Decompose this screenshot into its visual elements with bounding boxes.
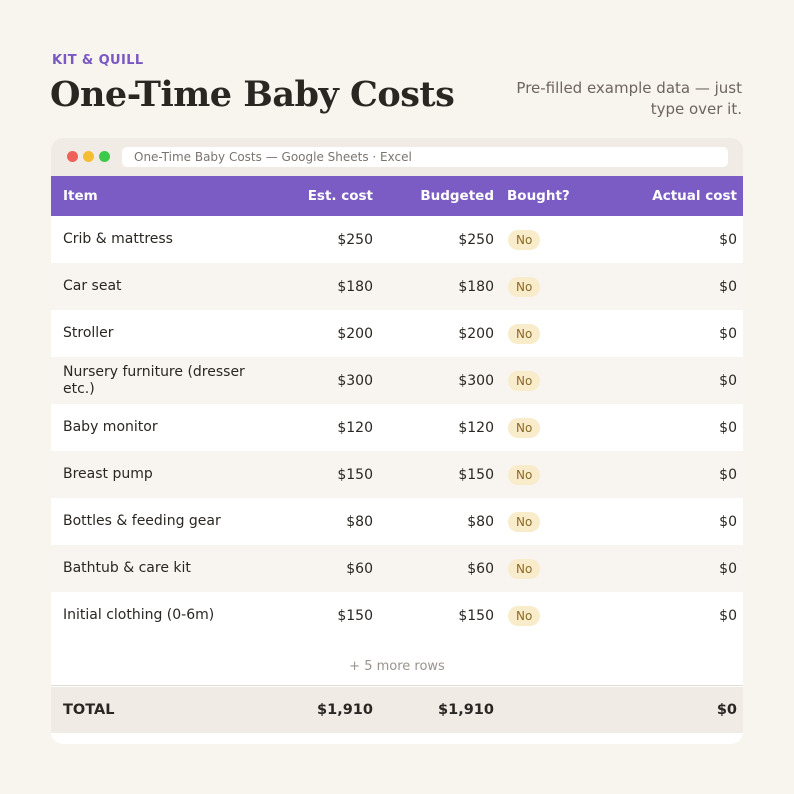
cell-actual-cost[interactable]: $0: [719, 560, 737, 577]
cell-item[interactable]: Stroller: [63, 325, 114, 341]
total-est-cost: $1,910: [317, 702, 373, 718]
minimize-window-icon[interactable]: [83, 151, 94, 162]
total-label: TOTAL: [63, 702, 115, 718]
bought-status-badge[interactable]: No: [508, 276, 541, 297]
bought-status-badge[interactable]: No: [508, 464, 541, 485]
brand-label: KIT & QUILL: [52, 53, 144, 68]
cell-item[interactable]: Car seat: [63, 278, 122, 294]
cell-est-cost[interactable]: $150: [337, 607, 373, 624]
cell-actual-cost[interactable]: $0: [719, 419, 737, 436]
cell-budgeted[interactable]: $150: [458, 607, 494, 624]
header-budgeted[interactable]: Budgeted: [420, 188, 494, 204]
cell-budgeted[interactable]: $120: [458, 419, 494, 436]
spreadsheet-window: One-Time Baby Costs — Google Sheets · Ex…: [51, 138, 743, 744]
cell-est-cost[interactable]: $80: [346, 513, 373, 530]
table-row: Bottles & feeding gear $80 $80 No $0: [51, 498, 743, 545]
bought-status-badge[interactable]: No: [508, 417, 541, 438]
header-est-cost[interactable]: Est. cost: [307, 188, 373, 204]
cell-bought[interactable]: No: [507, 498, 541, 545]
cell-item[interactable]: Baby monitor: [63, 419, 158, 435]
cell-budgeted[interactable]: $80: [467, 513, 494, 530]
window-chrome: One-Time Baby Costs — Google Sheets · Ex…: [51, 138, 743, 176]
bought-status-badge[interactable]: No: [508, 370, 541, 391]
cell-budgeted[interactable]: $180: [458, 278, 494, 295]
more-rows-link[interactable]: + 5 more rows: [51, 648, 743, 686]
cell-item[interactable]: Initial clothing (0-6m): [63, 607, 215, 623]
cell-actual-cost[interactable]: $0: [719, 513, 737, 530]
cell-budgeted[interactable]: $60: [467, 560, 494, 577]
address-bar[interactable]: One-Time Baby Costs — Google Sheets · Ex…: [122, 147, 728, 167]
bought-status-badge[interactable]: No: [508, 558, 541, 579]
cell-actual-cost[interactable]: $0: [719, 466, 737, 483]
cell-est-cost[interactable]: $200: [337, 325, 373, 342]
table-row: Breast pump $150 $150 No $0: [51, 451, 743, 498]
cell-est-cost[interactable]: $180: [337, 278, 373, 295]
cell-actual-cost[interactable]: $0: [719, 372, 737, 389]
maximize-window-icon[interactable]: [99, 151, 110, 162]
close-window-icon[interactable]: [67, 151, 78, 162]
total-budgeted: $1,910: [438, 702, 494, 718]
total-row: TOTAL $1,910 $1,910 $0: [51, 687, 743, 733]
cell-bought[interactable]: No: [507, 592, 541, 639]
bought-status-badge[interactable]: No: [508, 323, 541, 344]
cell-bought[interactable]: No: [507, 310, 541, 357]
cell-budgeted[interactable]: $300: [458, 372, 494, 389]
page-title: One-Time Baby Costs: [50, 74, 455, 115]
bought-status-badge[interactable]: No: [508, 605, 541, 626]
header-item[interactable]: Item: [63, 188, 98, 204]
cell-item[interactable]: Breast pump: [63, 466, 153, 482]
table-row: Initial clothing (0-6m) $150 $150 No $0: [51, 592, 743, 639]
cell-bought[interactable]: No: [507, 404, 541, 451]
table-row: Stroller $200 $200 No $0: [51, 310, 743, 357]
cell-est-cost[interactable]: $250: [337, 231, 373, 248]
cell-bought[interactable]: No: [507, 357, 541, 404]
cell-actual-cost[interactable]: $0: [719, 325, 737, 342]
cell-budgeted[interactable]: $200: [458, 325, 494, 342]
cell-budgeted[interactable]: $250: [458, 231, 494, 248]
bought-status-badge[interactable]: No: [508, 511, 541, 532]
cell-est-cost[interactable]: $60: [346, 560, 373, 577]
cell-bought[interactable]: No: [507, 216, 541, 263]
table-row: Baby monitor $120 $120 No $0: [51, 404, 743, 451]
table-row: Bathtub & care kit $60 $60 No $0: [51, 545, 743, 592]
cell-est-cost[interactable]: $120: [337, 419, 373, 436]
total-actual-cost: $0: [716, 702, 737, 718]
cell-item[interactable]: Bathtub & care kit: [63, 560, 191, 576]
cell-item[interactable]: Nursery furniture (dresser etc.): [63, 363, 245, 397]
table-header: Item Est. cost Budgeted Bought? Actual c…: [51, 176, 743, 216]
cell-item[interactable]: Bottles & feeding gear: [63, 513, 221, 529]
cell-actual-cost[interactable]: $0: [719, 607, 737, 624]
cell-est-cost[interactable]: $150: [337, 466, 373, 483]
cell-item[interactable]: Crib & mattress: [63, 231, 173, 247]
cell-bought[interactable]: No: [507, 263, 541, 310]
bought-status-badge[interactable]: No: [508, 229, 541, 250]
helper-note: Pre-filled example data — just type over…: [516, 79, 742, 118]
cell-actual-cost[interactable]: $0: [719, 231, 737, 248]
header-bought[interactable]: Bought?: [507, 188, 570, 204]
cell-est-cost[interactable]: $300: [337, 372, 373, 389]
cell-bought[interactable]: No: [507, 545, 541, 592]
cell-bought[interactable]: No: [507, 451, 541, 498]
table-row: Nursery furniture (dresser etc.) $300 $300…: [51, 357, 743, 404]
cell-budgeted[interactable]: $150: [458, 466, 494, 483]
header-actual-cost[interactable]: Actual cost: [652, 188, 737, 204]
cell-actual-cost[interactable]: $0: [719, 278, 737, 295]
table-row: Crib & mattress $250 $250 No $0: [51, 216, 743, 263]
table-row: Car seat $180 $180 No $0: [51, 263, 743, 310]
